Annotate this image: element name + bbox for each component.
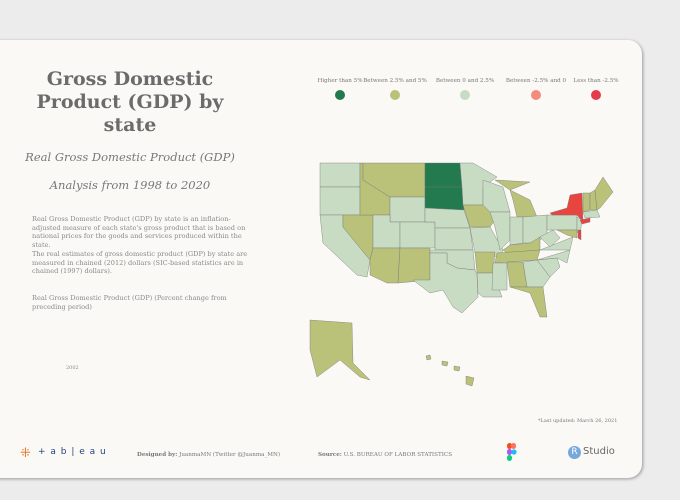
rstudio-logo: Studio xyxy=(583,446,615,457)
legend-item-veryneg[interactable]: Less than -2.5% xyxy=(556,78,636,100)
state-pa[interactable] xyxy=(546,214,578,231)
legend-item-mid[interactable]: Between 2.5% and 5% xyxy=(355,78,435,100)
state-il[interactable] xyxy=(489,211,511,251)
state-hi-1[interactable] xyxy=(425,354,432,361)
state-ny[interactable] xyxy=(549,192,584,223)
state-or[interactable] xyxy=(319,186,361,216)
legend-dot xyxy=(460,90,470,100)
legend-label: Between 2.5% and 5% xyxy=(363,78,427,84)
legend-item-neg[interactable]: Between -2.5% and 0 xyxy=(496,78,576,100)
state-wv[interactable] xyxy=(539,229,561,248)
legend-dot xyxy=(390,90,400,100)
designed-by-label: Designed by: xyxy=(137,452,178,458)
state-ms[interactable] xyxy=(491,262,508,291)
state-nm[interactable] xyxy=(397,247,431,284)
year-label[interactable]: 2002 xyxy=(66,365,79,371)
last-updated: *Last updated: March 26, 2021 xyxy=(538,418,618,424)
state-in[interactable] xyxy=(509,216,524,246)
legend-item-low[interactable]: Between 0 and 2.5% xyxy=(425,78,505,100)
state-wa[interactable] xyxy=(319,162,361,188)
legend-label: Between -2.5% and 0 xyxy=(505,78,567,84)
legend-label: Less than -2.5% xyxy=(573,78,619,84)
legend-label: Between 0 and 2.5% xyxy=(435,78,495,84)
state-la[interactable] xyxy=(476,272,503,298)
state-mi-up[interactable] xyxy=(494,179,531,191)
description-paragraph-2: The real estimates of gross domestic pro… xyxy=(32,250,248,276)
state-ks[interactable] xyxy=(434,227,474,251)
state-tx[interactable] xyxy=(412,252,479,314)
source: Source: U.S. BUREAU OF LABOR STATISTICS xyxy=(318,452,452,458)
state-ga[interactable] xyxy=(522,259,551,288)
state-mi[interactable] xyxy=(509,189,538,218)
state-nd[interactable] xyxy=(424,162,463,188)
state-me[interactable] xyxy=(594,176,614,211)
state-az[interactable] xyxy=(369,247,401,284)
designed-by-value: JuanmaMN (Twitter @Juanma_MN) xyxy=(177,452,281,458)
designed-by: Designed by: JuanmaMN (Twitter @Juanma_M… xyxy=(137,452,280,458)
source-label: Source: xyxy=(318,452,342,458)
state-de[interactable] xyxy=(577,229,582,241)
state-hi-3[interactable] xyxy=(453,365,461,372)
source-value: U.S. BUREAU OF LABOR STATISTICS xyxy=(341,452,453,458)
legend-label: Higher than 5% xyxy=(317,78,363,84)
state-wy[interactable] xyxy=(389,196,426,223)
page-title: Gross Domestic Product (GDP) by state xyxy=(36,68,224,136)
state-md[interactable] xyxy=(556,229,578,239)
state-sd[interactable] xyxy=(424,186,465,211)
subtitle-analysis: Analysis from 1998 to 2020 xyxy=(49,178,211,192)
state-hi-2[interactable] xyxy=(441,360,449,367)
legend-dot xyxy=(335,90,345,100)
state-ct[interactable] xyxy=(579,217,591,225)
figma-logo-icon xyxy=(507,443,517,461)
tableau-logo-icon: ⁜ xyxy=(20,446,31,461)
legend-dot xyxy=(591,90,601,100)
state-ak[interactable] xyxy=(309,319,371,381)
state-ar[interactable] xyxy=(474,251,496,274)
state-ma[interactable] xyxy=(582,209,601,219)
state-nc[interactable] xyxy=(536,249,571,264)
legend-dot xyxy=(531,90,541,100)
state-vt[interactable] xyxy=(582,192,591,213)
subtitle-gdp: Real Gross Domestic Product (GDP) xyxy=(25,150,235,164)
state-hi-4[interactable] xyxy=(465,375,475,387)
tableau-logo: + a b | e a u xyxy=(38,447,107,457)
description-paragraph-1: Real Gross Domestic Product (GDP) by sta… xyxy=(32,215,246,249)
legend-item-high[interactable]: Higher than 5% xyxy=(300,78,380,100)
description-paragraph-3: Real Gross Domestic Product (GDP) (Perce… xyxy=(32,294,227,311)
state-va[interactable] xyxy=(539,236,574,251)
rstudio-logo-icon: R xyxy=(568,446,581,459)
state-fl[interactable] xyxy=(509,286,548,318)
state-co[interactable] xyxy=(399,221,436,249)
